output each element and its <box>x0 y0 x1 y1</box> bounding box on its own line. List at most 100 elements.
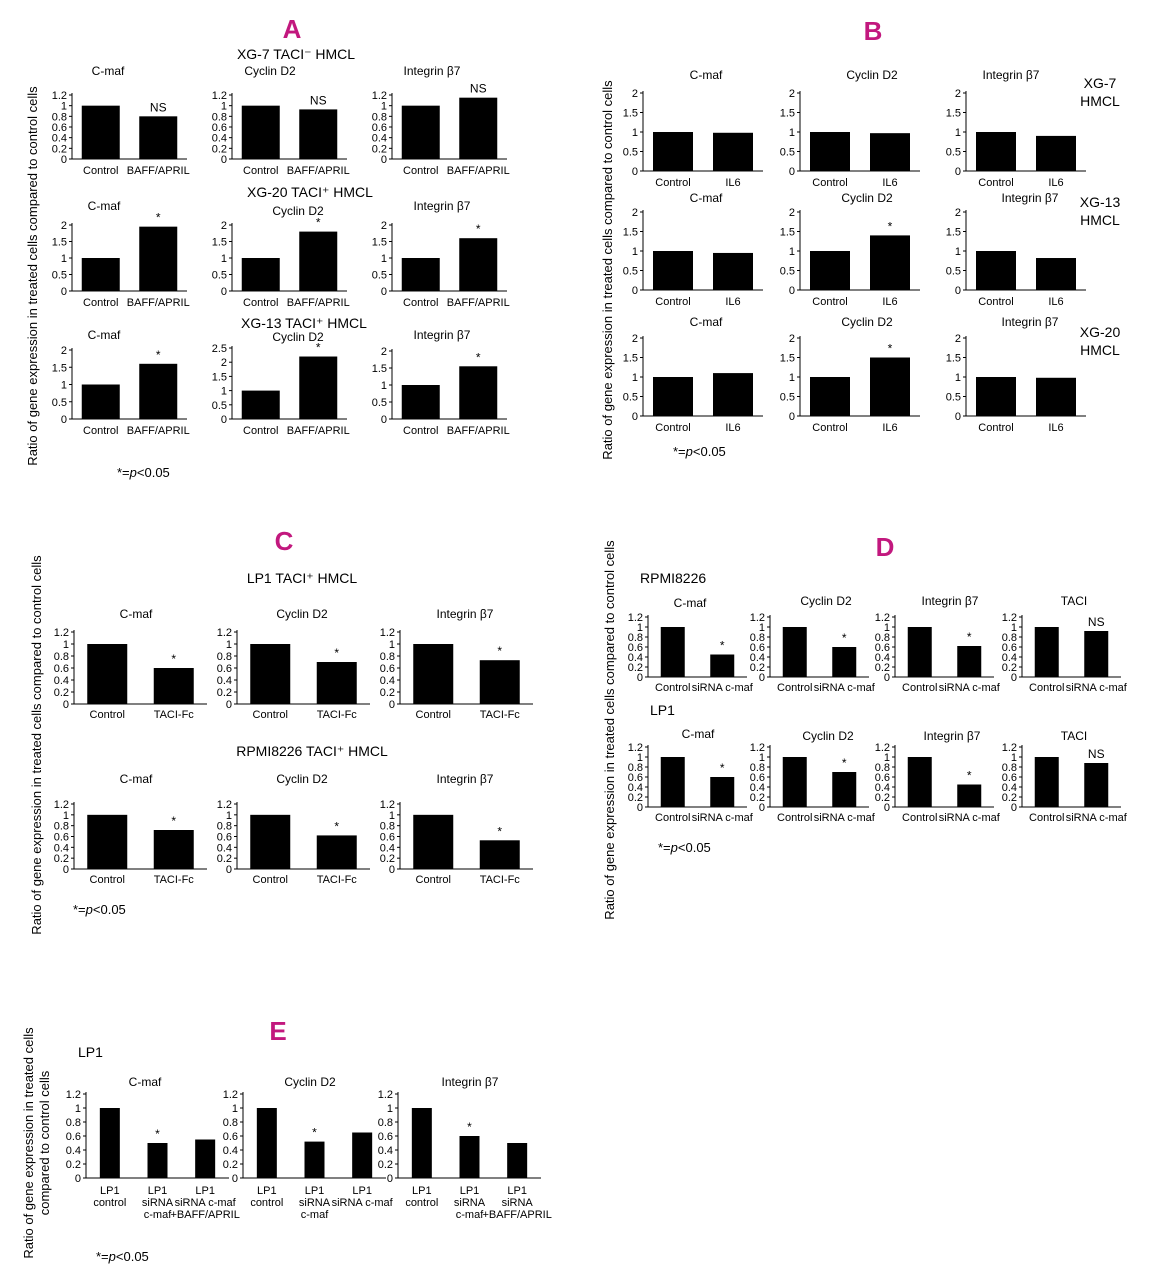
bar <box>401 258 440 291</box>
y-tick-label: 0.5 <box>52 270 67 282</box>
y-tick-label: 1 <box>226 810 232 822</box>
chart-title: Integrin β7 <box>922 594 979 608</box>
significance-star: * <box>842 631 847 645</box>
chart-title: Integrin β7 <box>404 64 461 78</box>
bar <box>653 377 693 416</box>
y-tick-label: 2 <box>381 346 387 358</box>
y-tick-label: 0.4 <box>52 133 67 145</box>
chart-d1: C-maf 00.20.40.60.811.2 Control * siRNA c-ma… <box>628 596 754 694</box>
chart-a4: C-maf 0 0.5 1 1.5 2 Control * BAFF/APRIL <box>52 199 190 309</box>
category-label: c-maf <box>144 1209 172 1221</box>
sig-star: *= <box>117 465 130 480</box>
category-label: LP1 <box>148 1185 168 1197</box>
bar <box>713 373 753 416</box>
y-tick-label: 0.2 <box>217 853 232 865</box>
bar <box>299 109 338 159</box>
category-label: Control <box>777 812 812 824</box>
y-tick-label: 0.2 <box>66 1159 81 1171</box>
y-tick-label: 0.4 <box>628 652 643 664</box>
panel-d-ylabel: Ratio of gene expression in treated cell… <box>602 540 617 920</box>
y-tick-label: 0 <box>955 411 961 423</box>
panel-e-row1-title: LP1 <box>78 1044 103 1060</box>
y-tick-label: 1.5 <box>946 108 961 120</box>
bar <box>316 662 357 704</box>
bar <box>907 757 932 807</box>
y-tick-label: 1 <box>61 253 67 265</box>
y-tick-label: 1 <box>389 810 395 822</box>
chart-title: C-maf <box>682 727 715 741</box>
chart-c2: Cyclin D2 00.20.40.60.811.2 Control * TACI-F… <box>217 607 370 721</box>
chart-a5: Cyclin D2 0 0.5 1 1.5 2 Control * BAFF/APRIL <box>212 204 350 309</box>
sig-p: p <box>108 1249 116 1264</box>
y-tick-label: 0.5 <box>946 392 961 404</box>
sig-star: *= <box>658 840 671 855</box>
bar <box>1034 627 1059 677</box>
y-tick-label: 0.5 <box>212 400 227 412</box>
category-label: siRNA c-maf <box>1066 812 1128 824</box>
category-label: Control <box>655 812 690 824</box>
panel-letter-b: B <box>864 16 883 46</box>
y-tick-label: 0.2 <box>750 662 765 674</box>
bar <box>653 132 693 171</box>
bar <box>1084 631 1109 677</box>
y-tick-label: 1 <box>1011 622 1017 634</box>
bar <box>710 777 735 807</box>
y-tick-label: 0 <box>226 699 232 711</box>
y-tick-label: 0 <box>221 286 227 298</box>
y-tick-label: 1.2 <box>223 1089 238 1101</box>
y-tick-label: 0.8 <box>217 821 232 833</box>
y-tick-label: 1.2 <box>875 742 890 754</box>
y-tick-label: 0.6 <box>875 772 890 784</box>
bar <box>241 105 280 159</box>
y-tick-label: 0.6 <box>750 642 765 654</box>
category-label: control <box>405 1197 438 1209</box>
bar <box>413 814 454 869</box>
y-tick-label: 2 <box>381 220 387 232</box>
bar <box>870 357 910 416</box>
y-tick-label: 0.4 <box>380 675 395 687</box>
y-tick-label: 1.5 <box>623 227 638 239</box>
significance-star: * <box>888 342 893 356</box>
bar <box>870 235 910 290</box>
not-significant-label: NS <box>470 82 487 96</box>
y-tick-label: 0.6 <box>750 772 765 784</box>
chart-a8: Cyclin D2 0 0.5 1 1.5 2 2.5 Control * BAFF/APRIL <box>212 330 350 437</box>
category-label: BAFF/APRIL <box>447 297 510 309</box>
category-label: Control <box>777 682 812 694</box>
significance-star: * <box>967 769 972 783</box>
category-label: siRNA c-maf <box>175 1197 237 1209</box>
bar <box>241 390 280 419</box>
category-label: TACI-Fc <box>154 874 195 886</box>
bar <box>976 377 1016 416</box>
y-tick-label: 1.5 <box>780 227 795 239</box>
y-tick-label: 0.4 <box>54 842 69 854</box>
category-label: siRNA c-maf <box>692 682 754 694</box>
bar <box>304 1141 325 1178</box>
chart-title: Integrin β7 <box>437 772 494 786</box>
y-tick-label: 0.8 <box>875 632 890 644</box>
y-tick-label: 0.2 <box>1002 792 1017 804</box>
y-tick-label: 0 <box>61 154 67 166</box>
category-label: siRNA <box>299 1197 331 1209</box>
y-tick-label: 1.2 <box>52 90 67 102</box>
y-tick-label: 1 <box>632 372 638 384</box>
panel-e-ylabel-line2: compared to control cells <box>37 1070 52 1215</box>
significance-star: * <box>171 814 176 828</box>
y-tick-label: 0.2 <box>380 853 395 865</box>
bar <box>250 644 291 704</box>
category-label: +BAFF/APRIL <box>170 1209 239 1221</box>
y-tick-label: 0 <box>1011 672 1017 684</box>
y-tick-label: 0.5 <box>780 147 795 159</box>
panel-b-row1-label-line1: XG-7 <box>1084 75 1117 91</box>
y-tick-label: 1 <box>232 1103 238 1115</box>
y-tick-label: 0 <box>75 1173 81 1185</box>
y-tick-label: 1.5 <box>623 108 638 120</box>
y-tick-label: 0.6 <box>54 832 69 844</box>
chart-title: Integrin β7 <box>924 729 981 743</box>
bar <box>195 1139 216 1178</box>
significance-star: * <box>334 819 339 833</box>
panel-d-row1-title: RPMI8226 <box>640 570 706 586</box>
chart-title: C-maf <box>129 1075 162 1089</box>
y-tick-label: 1 <box>61 380 67 392</box>
sig-star: *= <box>73 902 86 917</box>
